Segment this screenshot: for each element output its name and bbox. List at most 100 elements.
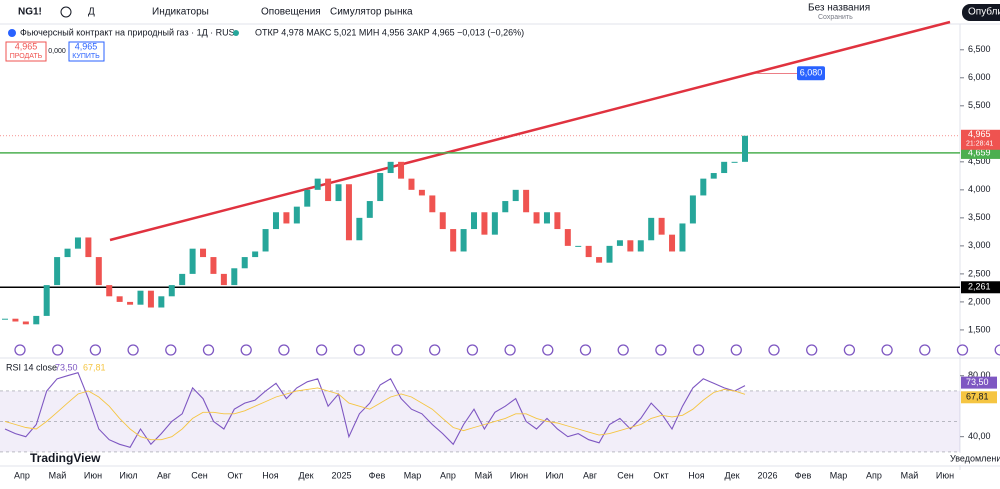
indicators[interactable]: Индикаторы	[152, 7, 209, 18]
level-label: 4,659	[968, 147, 991, 157]
last-value-box	[961, 376, 997, 389]
event-icon	[655, 344, 667, 356]
candle	[64, 248, 71, 258]
last-value-label: 73,50	[966, 377, 989, 387]
y-tick-label: 4,500	[968, 156, 991, 166]
event-icon	[956, 344, 969, 356]
candle	[200, 248, 207, 258]
candle	[627, 240, 634, 252]
countdown: 21:28:41	[966, 141, 993, 148]
event-icon	[353, 344, 365, 356]
legend-value: 67,81	[83, 362, 106, 372]
y-tick-label: 6,000	[968, 72, 991, 82]
candle	[710, 173, 717, 179]
buy[interactable]: КУПИТЬ	[72, 53, 100, 60]
candle	[189, 248, 196, 274]
trend-label-box	[797, 66, 825, 81]
x-tick-label: Сен	[617, 470, 634, 480]
publish[interactable]: Опублико	[968, 6, 1000, 18]
interval[interactable]: Д	[88, 7, 95, 18]
level-label-box	[961, 146, 1000, 159]
event-icon	[466, 344, 479, 356]
level-label: 2,261	[968, 282, 991, 292]
candle	[429, 195, 436, 213]
candle	[2, 318, 8, 320]
legend-value: 73,50	[55, 362, 78, 372]
candle	[533, 212, 540, 224]
legend-title: Фьючерсный контракт на природный газ · 1…	[20, 27, 235, 37]
candle	[366, 201, 373, 218]
event-icon	[994, 344, 1000, 356]
x-tick-label: Апр	[866, 470, 882, 480]
x-tick-label: Мар	[830, 470, 848, 480]
x-tick-label: Ноя	[262, 470, 279, 480]
candle	[262, 229, 269, 252]
layout-name[interactable]: Без названия	[808, 3, 870, 14]
y-tick-label: 3,000	[968, 240, 991, 250]
candle	[272, 212, 279, 230]
y-tick-label: 5,500	[968, 100, 991, 110]
candle	[241, 257, 248, 269]
candle	[22, 321, 29, 325]
candle	[700, 178, 707, 196]
candle	[731, 161, 738, 163]
event-icon	[127, 344, 139, 356]
spread: 0,000	[48, 48, 66, 55]
add-symbol[interactable]	[60, 6, 72, 18]
event-icon	[730, 344, 742, 356]
candle	[137, 290, 144, 305]
x-tick-label: Сен	[191, 470, 208, 480]
market-status	[233, 30, 239, 36]
publish-button[interactable]	[962, 4, 1000, 21]
candle	[564, 229, 571, 246]
x-tick-label: Окт	[227, 470, 242, 480]
event-icon	[429, 344, 441, 356]
candle	[293, 206, 300, 224]
toolbar	[0, 0, 1000, 24]
x-tick-label: Фев	[795, 470, 812, 480]
notifications[interactable]: Уведомления	[950, 453, 1000, 463]
sell[interactable]: ПРОДАТЬ	[10, 53, 43, 60]
event-icon	[768, 344, 780, 356]
trend-label: 6,080	[800, 68, 823, 78]
y-tick-label: 1,500	[968, 324, 991, 334]
event-icon	[542, 344, 554, 356]
candle	[658, 217, 665, 235]
candle	[158, 296, 165, 308]
candle	[95, 257, 102, 286]
rsi-line	[4, 372, 746, 448]
candle	[585, 245, 592, 258]
buy-price[interactable]: 4,965	[75, 41, 98, 51]
logo: TradingView	[30, 451, 101, 465]
candle	[543, 212, 550, 224]
candle	[460, 229, 467, 252]
notifications-button[interactable]	[945, 453, 1000, 465]
candle	[679, 223, 686, 252]
candle	[54, 257, 61, 286]
candle	[314, 178, 321, 190]
event-icon	[391, 344, 403, 356]
candle	[637, 240, 644, 252]
last-value-label: 67,81	[966, 392, 989, 402]
buy-button[interactable]	[68, 41, 105, 62]
candle	[523, 189, 530, 213]
x-tick-label: Июл	[119, 470, 137, 480]
x-tick-label: 2026	[757, 470, 777, 480]
symbol-icon	[8, 29, 16, 37]
sell-button[interactable]	[5, 41, 47, 62]
symbol[interactable]: NG1!	[18, 7, 42, 18]
candle	[127, 301, 134, 305]
y-tick-label: 40,00	[968, 431, 991, 441]
replay[interactable]: Симулятор рынка	[330, 7, 413, 18]
candle	[721, 161, 728, 174]
candle	[356, 217, 363, 241]
event-icon	[202, 344, 215, 356]
sell-price[interactable]: 4,965	[15, 41, 38, 51]
candle	[512, 189, 519, 202]
alerts[interactable]: Оповещения	[261, 7, 321, 18]
candle	[116, 296, 123, 302]
x-tick-label: Июн	[84, 470, 102, 480]
candle	[616, 240, 623, 246]
candle	[231, 268, 238, 286]
